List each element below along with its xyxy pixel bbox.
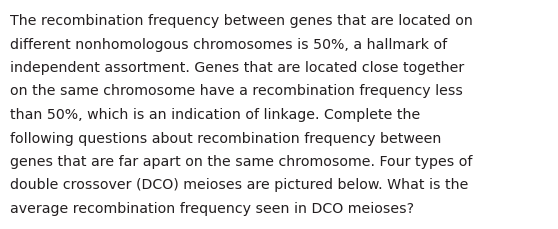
Text: on the same chromosome have a recombination frequency less: on the same chromosome have a recombinat… (10, 84, 463, 98)
Text: following questions about recombination frequency between: following questions about recombination … (10, 131, 441, 145)
Text: independent assortment. Genes that are located close together: independent assortment. Genes that are l… (10, 61, 464, 75)
Text: The recombination frequency between genes that are located on: The recombination frequency between gene… (10, 14, 473, 28)
Text: different nonhomologous chromosomes is 50%, a hallmark of: different nonhomologous chromosomes is 5… (10, 37, 447, 51)
Text: average recombination frequency seen in DCO meioses?: average recombination frequency seen in … (10, 201, 414, 215)
Text: than 50%, which is an indication of linkage. Complete the: than 50%, which is an indication of link… (10, 108, 420, 121)
Text: genes that are far apart on the same chromosome. Four types of: genes that are far apart on the same chr… (10, 154, 473, 168)
Text: double crossover (DCO) meioses are pictured below. What is the: double crossover (DCO) meioses are pictu… (10, 178, 468, 192)
